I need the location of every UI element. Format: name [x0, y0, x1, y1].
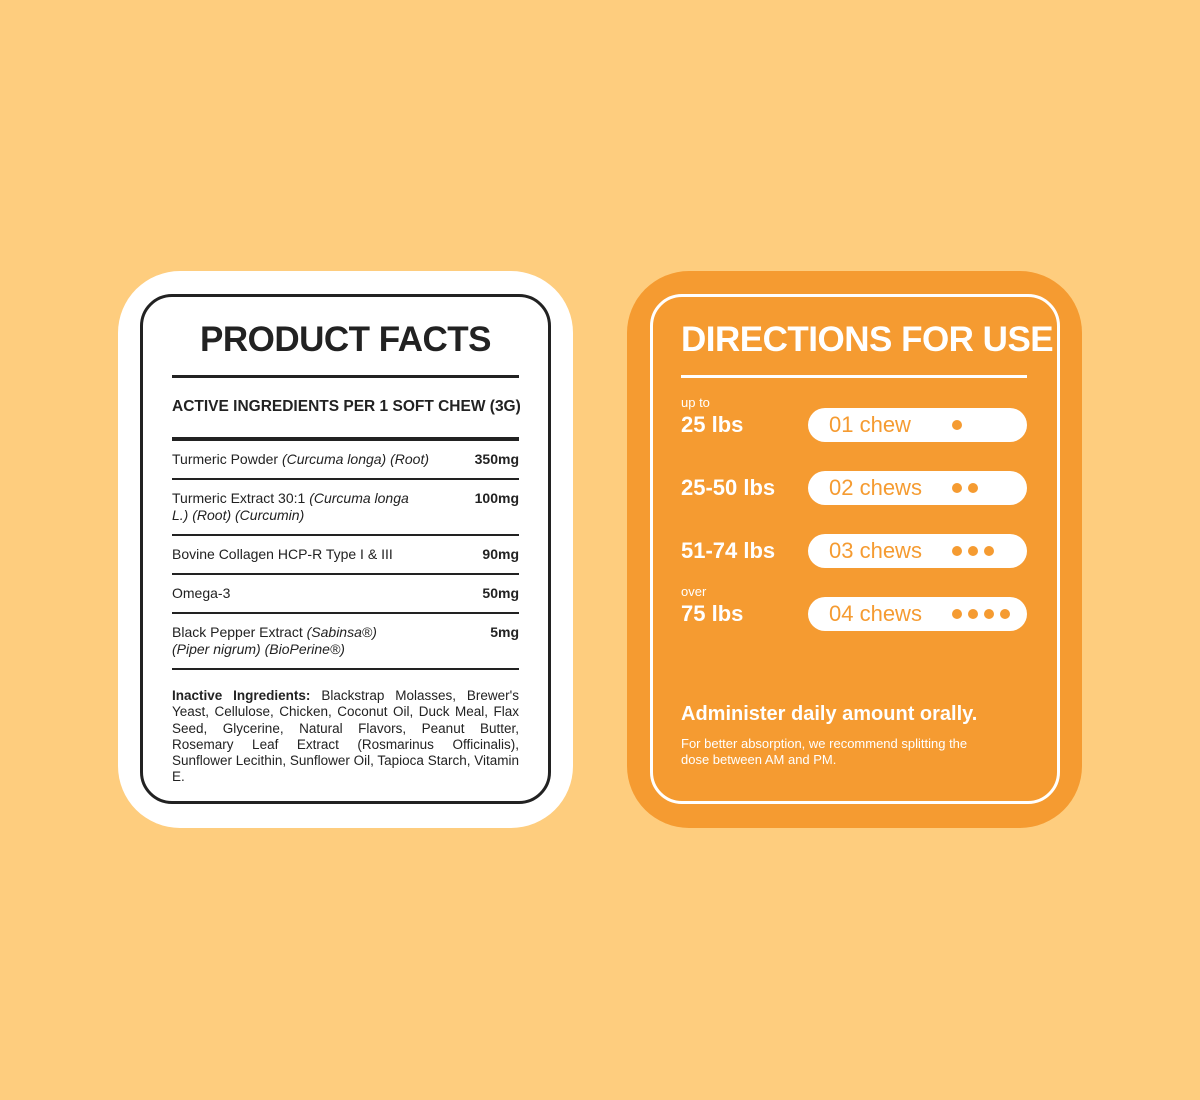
- chew-dots: [952, 546, 994, 556]
- chew-dot-icon: [984, 609, 994, 619]
- chew-dots: [952, 483, 978, 493]
- ingredient-name: Turmeric Extract 30:1: [172, 490, 310, 506]
- dose-prefix: up to: [681, 395, 710, 410]
- divider: [172, 612, 519, 614]
- dose-chews: 04 chews: [829, 601, 922, 626]
- dose-weight: 25 lbs: [681, 412, 744, 437]
- dose-weight: 25-50 lbs: [681, 475, 776, 500]
- product-facts-title: PRODUCT FACTS: [200, 320, 492, 359]
- ingredient-row: Turmeric Powder (Curcuma longa) (Root) 35…: [172, 451, 519, 468]
- inactive-ingredients: Inactive Ingredients: Blackstrap Molasse…: [172, 688, 519, 786]
- chew-dot-icon: [968, 609, 978, 619]
- ingredient-amount: 50mg: [482, 585, 519, 601]
- dose-pill: 03 chews: [808, 534, 1027, 568]
- ingredient-row: Omega-3 50mg: [172, 585, 519, 602]
- inactive-label: Inactive Ingredients:: [172, 688, 311, 703]
- dose-weight: 75 lbs: [681, 601, 744, 626]
- divider: [172, 573, 519, 575]
- chew-dot-icon: [968, 483, 978, 493]
- product-facts-card: [118, 271, 573, 828]
- chew-dot-icon: [968, 546, 978, 556]
- administer-note: Administer daily amount orally.: [681, 703, 978, 725]
- divider: [172, 375, 519, 378]
- chew-dot-icon: [952, 483, 962, 493]
- dose-chews: 01 chew: [829, 412, 911, 437]
- chew-dot-icon: [952, 546, 962, 556]
- divider: [172, 534, 519, 536]
- ingredient-latin: (Curcuma longa) (Root): [281, 451, 430, 467]
- divider: [172, 668, 519, 670]
- ingredient-name: Bovine Collagen HCP-R Type I & III: [172, 546, 393, 562]
- ingredient-amount: 5mg: [490, 624, 519, 640]
- chew-dot-icon: [1000, 609, 1010, 619]
- active-ingredients-heading: ACTIVE INGREDIENTS PER 1 SOFT CHEW (3G): [172, 398, 521, 415]
- chew-dots: [952, 609, 1010, 619]
- ingredient-name: Turmeric Powder: [172, 451, 282, 467]
- inactive-text: Blackstrap Molasses, Brewer's Yeast, Cel…: [172, 688, 519, 785]
- dose-weight: 51-74 lbs: [681, 538, 776, 563]
- ingredient-latin: (Curcuma longa L.) (Root) (Curcumin): [172, 490, 409, 523]
- directions-border: [650, 294, 1060, 804]
- dose-pill: 04 chews: [808, 597, 1027, 631]
- ingredient-row: Turmeric Extract 30:1 (Curcuma longa L.)…: [172, 490, 519, 524]
- divider: [172, 478, 519, 480]
- dose-chews: 02 chews: [829, 475, 922, 500]
- dose-chews: 03 chews: [829, 538, 922, 563]
- chew-dots: [952, 420, 962, 430]
- ingredient-name: Black Pepper Extract: [172, 624, 307, 640]
- ingredient-row: Bovine Collagen HCP-R Type I & III 90mg: [172, 546, 519, 563]
- product-facts-border: [140, 294, 551, 804]
- ingredient-name: Omega-3: [172, 585, 231, 601]
- directions-title: DIRECTIONS FOR USE: [681, 320, 1054, 359]
- divider: [172, 437, 519, 441]
- dose-pill: 01 chew: [808, 408, 1027, 442]
- ingredient-amount: 90mg: [482, 546, 519, 562]
- chew-dot-icon: [952, 420, 962, 430]
- divider: [681, 375, 1027, 378]
- absorption-note: For better absorption, we recommend spli…: [681, 736, 968, 767]
- chew-dot-icon: [984, 546, 994, 556]
- ingredient-row: Black Pepper Extract (Sabinsa®) (Piper n…: [172, 624, 519, 658]
- chew-dot-icon: [952, 609, 962, 619]
- ingredient-latin: (Sabinsa®) (Piper nigrum) (BioPerine®): [172, 624, 377, 657]
- dose-pill: 02 chews: [808, 471, 1027, 505]
- ingredient-amount: 100mg: [474, 490, 519, 506]
- ingredient-amount: 350mg: [474, 451, 519, 467]
- dose-prefix: over: [681, 584, 707, 599]
